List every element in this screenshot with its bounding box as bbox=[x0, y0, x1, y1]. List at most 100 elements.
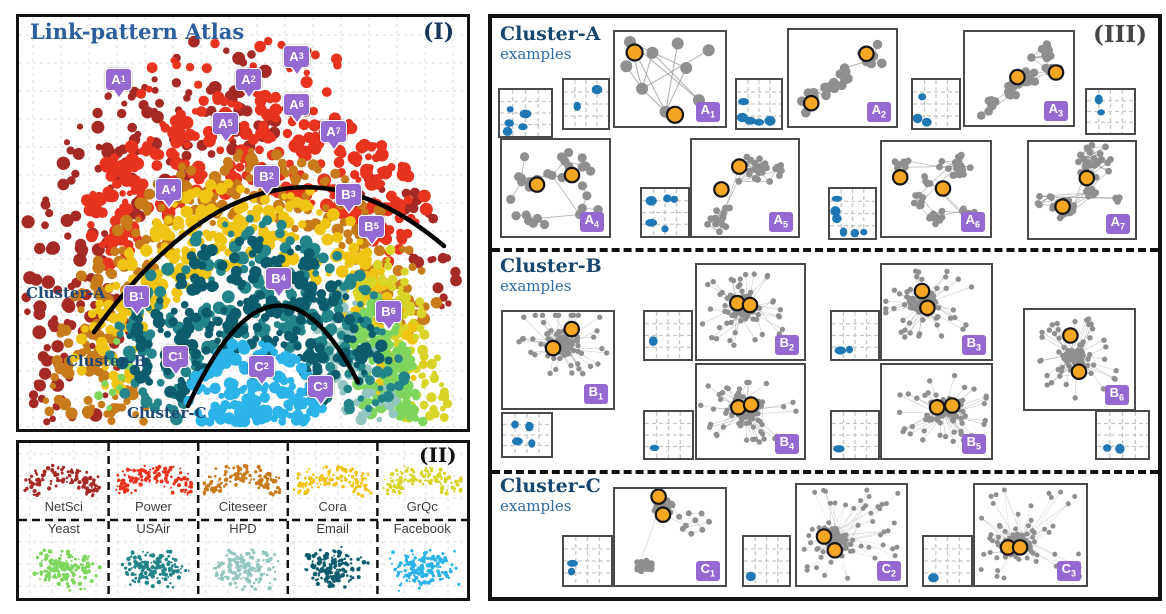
network-graph-A5 bbox=[704, 153, 785, 235]
context-thumbnail-scatter bbox=[924, 537, 971, 585]
section-subtitle-cluster-c: examples bbox=[500, 497, 572, 515]
network-graph-B6 bbox=[1037, 316, 1119, 401]
example-box-B4: B4 bbox=[695, 363, 806, 460]
example-label-C2: C2 bbox=[876, 560, 901, 581]
example-box-C3: C3 bbox=[973, 483, 1088, 587]
example-label-B4: B4 bbox=[774, 433, 799, 454]
dataset-label-USAir: USAir bbox=[136, 521, 171, 536]
atlas-title: Link-pattern Atlas bbox=[30, 19, 245, 44]
context-thumbnail bbox=[562, 535, 613, 587]
example-box-B5: B5 bbox=[880, 363, 993, 460]
context-thumbnail-scatter bbox=[564, 537, 611, 585]
network-graph-A3 bbox=[977, 40, 1065, 120]
section-title-cluster-a: Cluster-A bbox=[500, 23, 601, 45]
example-label-A2: A2 bbox=[866, 101, 891, 122]
context-thumbnail-scatter bbox=[744, 537, 789, 585]
context-thumbnail bbox=[911, 78, 961, 130]
network-graph-B5 bbox=[896, 372, 989, 444]
example-label-B1: B1 bbox=[583, 383, 608, 404]
context-thumbnail bbox=[922, 535, 973, 587]
context-thumbnail-scatter bbox=[737, 80, 781, 128]
example-box-A3: A3 bbox=[963, 30, 1075, 127]
context-thumbnail bbox=[1095, 410, 1150, 460]
network-graph-B4 bbox=[698, 379, 799, 445]
dataset-label-GrQc: GrQc bbox=[406, 499, 438, 514]
dataset-label-NetSci: NetSci bbox=[44, 499, 83, 514]
context-thumbnail-scatter bbox=[832, 312, 878, 359]
example-label-A4: A4 bbox=[579, 211, 604, 232]
context-thumbnail bbox=[643, 310, 693, 361]
section-subtitle-cluster-a: examples bbox=[500, 45, 572, 63]
dataset-label-Citeseer: Citeseer bbox=[218, 499, 268, 514]
example-box-A4: A4 bbox=[500, 138, 611, 238]
context-thumbnail-scatter bbox=[642, 189, 688, 236]
example-box-A2: A2 bbox=[787, 28, 898, 128]
dataset-label-Email: Email bbox=[316, 521, 349, 536]
context-thumbnail bbox=[828, 187, 877, 240]
section-subtitle-cluster-b: examples bbox=[500, 277, 572, 295]
section-title-cluster-c: Cluster-C bbox=[500, 475, 601, 497]
example-label-C1: C1 bbox=[695, 560, 720, 581]
context-thumbnail bbox=[830, 310, 880, 361]
network-graph-C1 bbox=[634, 489, 712, 575]
example-box-B3: B3 bbox=[880, 263, 993, 361]
example-label-A6: A6 bbox=[960, 211, 985, 232]
context-thumbnail bbox=[498, 88, 553, 138]
network-graph-A7 bbox=[1034, 142, 1123, 222]
context-thumbnail bbox=[562, 78, 610, 130]
dataset-label-HPD: HPD bbox=[229, 521, 257, 536]
example-box-C2: C2 bbox=[795, 483, 908, 587]
context-thumbnail-scatter bbox=[500, 90, 551, 136]
panel2-tag: (II) bbox=[419, 443, 457, 467]
context-thumbnail bbox=[501, 412, 553, 458]
example-box-C1: C1 bbox=[613, 487, 727, 587]
context-thumbnail-scatter bbox=[832, 412, 878, 458]
panel3-tag: (III) bbox=[1093, 21, 1148, 48]
network-graph-A4 bbox=[506, 148, 603, 230]
example-label-A3: A3 bbox=[1043, 100, 1068, 121]
context-thumbnail bbox=[1085, 88, 1136, 135]
context-thumbnail-scatter bbox=[913, 80, 959, 128]
network-graph-A2 bbox=[797, 39, 887, 118]
context-thumbnail bbox=[643, 410, 694, 460]
dataset-label-Yeast: Yeast bbox=[47, 521, 80, 536]
context-thumbnail-scatter bbox=[1097, 412, 1148, 458]
dataset-label-Cora: Cora bbox=[318, 499, 347, 514]
network-graph-B3 bbox=[883, 268, 975, 340]
example-label-B2: B2 bbox=[774, 334, 799, 355]
context-thumbnail bbox=[742, 535, 791, 587]
context-thumbnail-scatter bbox=[830, 189, 875, 238]
dataset-label-Power: Power bbox=[134, 499, 172, 514]
example-box-B6: B6 bbox=[1023, 308, 1136, 411]
context-thumbnail-scatter bbox=[1087, 90, 1134, 133]
section-divider-ab bbox=[492, 248, 1158, 252]
example-label-A5: A5 bbox=[768, 211, 793, 232]
context-thumbnail bbox=[640, 187, 690, 238]
context-thumbnail bbox=[735, 78, 783, 130]
example-label-B3: B3 bbox=[961, 334, 986, 355]
example-box-B2: B2 bbox=[695, 263, 806, 361]
network-graph-C2 bbox=[801, 487, 901, 581]
network-graph-C3 bbox=[978, 487, 1082, 581]
dataset-label-Facebook: Facebook bbox=[393, 521, 451, 536]
panel1-tag: (I) bbox=[423, 19, 455, 45]
example-box-A5: A5 bbox=[690, 138, 800, 238]
section-title-cluster-b: Cluster-B bbox=[500, 255, 602, 277]
cluster-c-region-label: Cluster-C bbox=[127, 404, 207, 422]
example-label-C3: C3 bbox=[1056, 560, 1081, 581]
example-box-B1: B1 bbox=[501, 310, 615, 410]
example-box-A7: A7 bbox=[1027, 140, 1137, 240]
cluster-b-region-label: Cluster-B bbox=[66, 352, 147, 370]
